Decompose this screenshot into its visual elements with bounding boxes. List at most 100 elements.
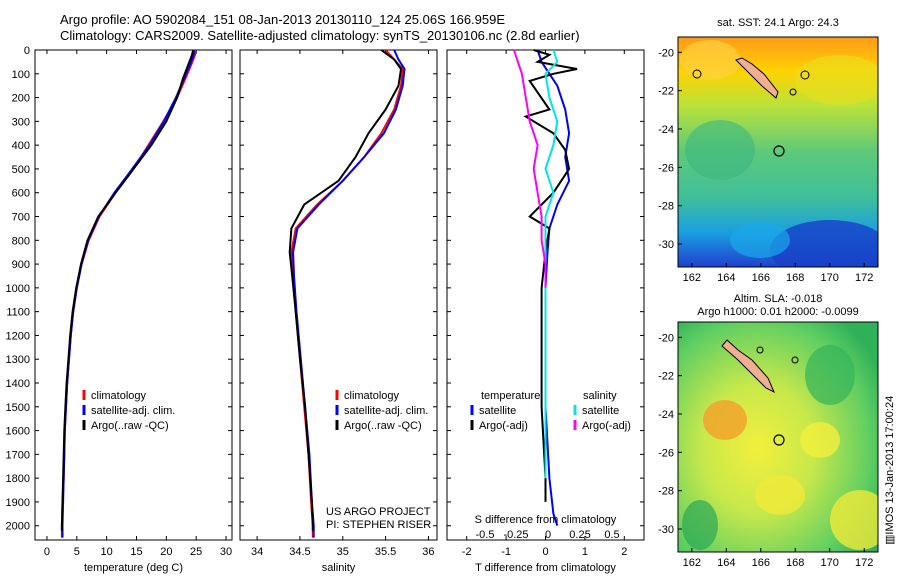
x-tick-label: 0 bbox=[542, 546, 548, 558]
legend-label: satellite-adj. clim. bbox=[344, 405, 428, 417]
x-tick-label: 35.5 bbox=[375, 546, 396, 558]
sst-map-patches bbox=[680, 40, 878, 267]
legend-label: Argo(..raw -QC) bbox=[91, 420, 169, 432]
y-tick-label: 1400 bbox=[6, 378, 30, 390]
x-tick-label: 36 bbox=[422, 546, 434, 558]
sst-map-title: sat. SST: 24.1 Argo: 24.3 bbox=[717, 17, 839, 29]
map-y-tick-label: -24 bbox=[658, 409, 674, 421]
series-line-satellite bbox=[536, 49, 571, 527]
y-tick-label: 1900 bbox=[6, 497, 30, 509]
y-tick-label: 1300 bbox=[6, 354, 30, 366]
series-line-argo-adj- bbox=[523, 49, 578, 502]
y-tick-label: 1500 bbox=[6, 402, 30, 414]
sla-map-frame bbox=[677, 321, 879, 553]
series-line-climatology bbox=[290, 49, 404, 538]
y-tick-label: 800 bbox=[12, 235, 30, 247]
map-x-tick-label: 166 bbox=[752, 557, 770, 569]
x-tick-label: 25 bbox=[190, 546, 202, 558]
x-tick-label: 0 bbox=[44, 546, 50, 558]
map-y-tick-label: -22 bbox=[658, 371, 674, 383]
y-tick-label: 1800 bbox=[6, 473, 30, 485]
legend-label: satellite bbox=[479, 405, 516, 417]
project-annotation: US ARGO PROJECT bbox=[326, 506, 431, 518]
y-tick-label: 700 bbox=[12, 212, 30, 224]
legend-label: satellite-adj. clim. bbox=[91, 405, 175, 417]
map-y-tick-label: -22 bbox=[658, 86, 674, 98]
series-line-climatology bbox=[60, 50, 196, 538]
legend: climatology satellite-adj. clim. Argo(..ra… bbox=[335, 390, 428, 432]
y-tick-label: 200 bbox=[12, 93, 30, 105]
x-tick-label: 20 bbox=[160, 546, 172, 558]
legend-label: Argo(-adj) bbox=[582, 420, 631, 432]
map-y-tick-label: -20 bbox=[658, 332, 674, 344]
map-x-tick-label: 170 bbox=[821, 272, 839, 284]
legend-temperature: temperature satellite Argo(-adj) bbox=[470, 390, 540, 432]
y-tick-label: 300 bbox=[12, 116, 30, 128]
x-tick-label-top: 0 bbox=[545, 529, 551, 541]
panel-frame bbox=[239, 49, 438, 541]
series-line-satellite-adj-clim- bbox=[61, 50, 195, 538]
x-axis-label: T difference from climatology bbox=[475, 562, 616, 574]
map-x-tick-label: 168 bbox=[786, 557, 804, 569]
legend-label: temperature bbox=[481, 390, 540, 402]
y-tick-label: 1200 bbox=[6, 330, 30, 342]
x-tick-label: -2 bbox=[462, 546, 472, 558]
map-y-tick-label: -30 bbox=[658, 524, 674, 536]
title-line-1: Argo profile: AO 5902084_151 08-Jan-2013… bbox=[60, 12, 506, 27]
map-y-tick-label: -26 bbox=[658, 162, 674, 174]
y-tick-label: 1700 bbox=[6, 449, 30, 461]
series-line-argo-raw-qc- bbox=[288, 49, 403, 531]
x-tick-label: 15 bbox=[130, 546, 142, 558]
y-tick-label: 600 bbox=[12, 188, 30, 200]
x-tick-label-top: 0.5 bbox=[604, 529, 619, 541]
map-y-tick-label: -28 bbox=[658, 486, 674, 498]
x-tick-label: 5 bbox=[74, 546, 80, 558]
series-line-argo-adj- bbox=[513, 49, 547, 288]
x-tick-label: 10 bbox=[101, 546, 113, 558]
map-x-tick-label: 162 bbox=[683, 557, 701, 569]
y-tick-label: 1000 bbox=[6, 283, 30, 295]
profile-panel-1: 0100200300400500600700800900100011001200… bbox=[6, 45, 233, 574]
y-tick-label: 1600 bbox=[6, 426, 30, 438]
map-y-tick-label: -20 bbox=[658, 47, 674, 59]
sst-argo-location-marker bbox=[773, 145, 785, 157]
y-tick-label: 2000 bbox=[6, 521, 30, 533]
panel-frame bbox=[34, 49, 233, 541]
map-x-tick-label: 170 bbox=[821, 557, 839, 569]
x-tick-label-top: -0.5 bbox=[476, 529, 495, 541]
series-line-satellite bbox=[544, 49, 559, 479]
profile-panel-3: -2 -1 0 1 2 T difference from climatology -0.5… bbox=[446, 49, 645, 574]
legend: climatology satellite-adj. clim. Argo(..ra… bbox=[82, 390, 175, 432]
map-y-tick-label: -30 bbox=[658, 239, 674, 251]
map-y-tick-label: -24 bbox=[658, 124, 674, 136]
y-tick-label: 1100 bbox=[6, 307, 30, 319]
y-tick-label: 900 bbox=[12, 259, 30, 271]
series-line-argo-raw-qc- bbox=[60, 49, 195, 531]
x-tick-label: 35 bbox=[337, 546, 349, 558]
x-tick-label-top: -0.25 bbox=[503, 529, 528, 541]
map-x-tick-label: 162 bbox=[683, 272, 701, 284]
map-x-tick-label: 166 bbox=[752, 272, 770, 284]
y-tick-label: 0 bbox=[24, 45, 30, 57]
x-axis-label: salinity bbox=[322, 562, 356, 574]
project-annotation: PI: STEPHEN RISER bbox=[326, 519, 431, 531]
sla-argo-location-marker bbox=[773, 434, 785, 446]
map-x-tick-label: 172 bbox=[855, 557, 873, 569]
legend-label: climatology bbox=[91, 390, 147, 402]
legend-label: Argo(-adj) bbox=[479, 420, 528, 432]
y-tick-label: 400 bbox=[12, 140, 30, 152]
x-tick-label: 2 bbox=[621, 546, 627, 558]
map-x-tick-label: 164 bbox=[717, 272, 735, 284]
x-tick-label: 30 bbox=[220, 546, 232, 558]
map-x-tick-label: 168 bbox=[786, 272, 804, 284]
x-axis-label: temperature (deg C) bbox=[84, 562, 183, 574]
map-y-tick-label: -28 bbox=[658, 201, 674, 213]
profile-panel-2: 34 34.5 35 35.5 36 salinity climatology satelli… bbox=[239, 49, 438, 574]
x-tick-label: 1 bbox=[582, 546, 588, 558]
map-axes-3: 162 164 166 168 170 172 -20 -22 -24 -26 -28 -30 bbox=[658, 47, 873, 284]
x-tick-label: -1 bbox=[501, 546, 511, 558]
sla-map-title: Altim. SLA: -0.018 bbox=[734, 293, 823, 305]
sla-map-subtitle: Argo h1000: 0.01 h2000: -0.0099 bbox=[697, 306, 858, 318]
x-axis-label-top: S difference from climatology bbox=[475, 514, 617, 526]
map-x-tick-label: 172 bbox=[855, 272, 873, 284]
